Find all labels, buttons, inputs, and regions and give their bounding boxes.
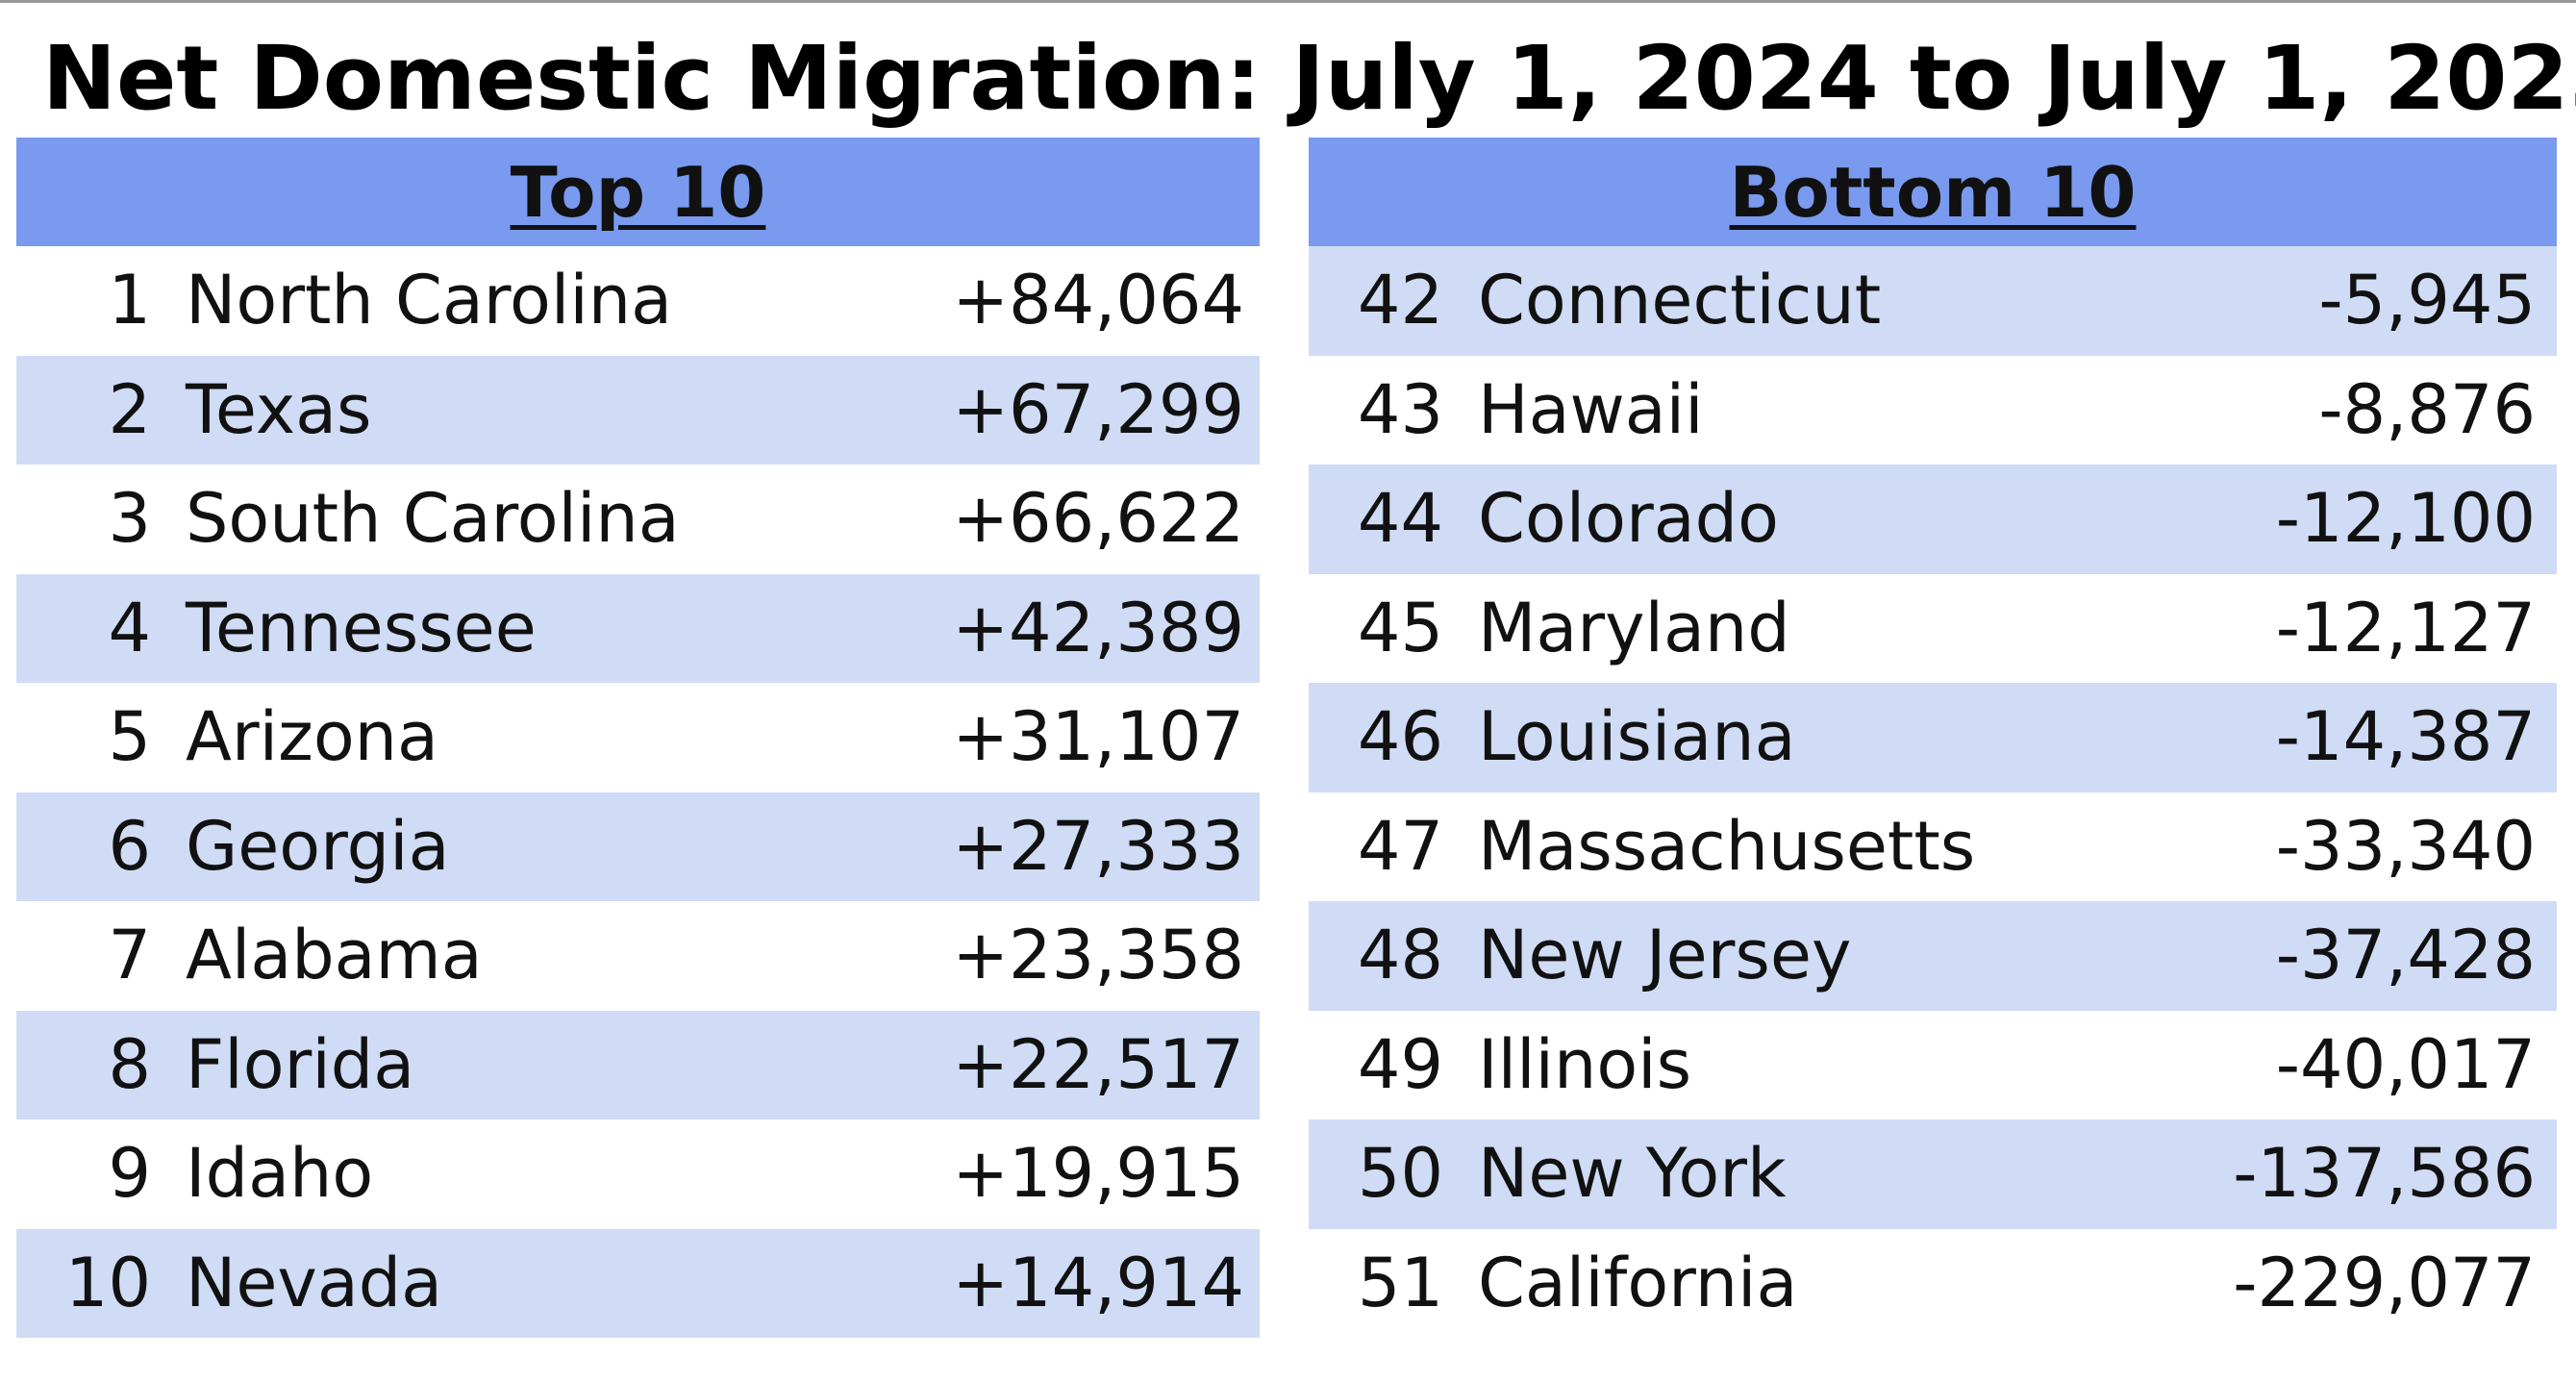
state-cell: New York — [1478, 1134, 1787, 1213]
value-cell: -33,340 — [2275, 806, 2536, 886]
state-cell: Texas — [186, 369, 372, 449]
bottom-10-rows: 42 Connecticut -5,945 43 Hawaii -8,876 44 Color… — [1309, 246, 2557, 1338]
table-row: 1 North Carolina +84,064 — [16, 246, 1260, 356]
rank-cell: 47 — [1357, 806, 1443, 886]
value-cell: -137,586 — [2233, 1134, 2536, 1213]
state-cell: New Jersey — [1478, 916, 1852, 994]
state-cell: North Carolina — [186, 261, 673, 339]
state-cell: Illinois — [1478, 1024, 1692, 1104]
value-cell: +27,333 — [952, 806, 1244, 886]
state-cell: Florida — [186, 1024, 415, 1104]
state-cell: Alabama — [186, 916, 483, 994]
table-row: 44 Colorado -12,100 — [1309, 465, 2557, 574]
state-cell: Colorado — [1478, 479, 1779, 558]
value-cell: -14,387 — [2275, 697, 2536, 776]
table-row: 49 Illinois -40,017 — [1309, 1010, 2557, 1119]
table-row: 46 Louisiana -14,387 — [1309, 683, 2557, 792]
rank-cell: 45 — [1357, 588, 1443, 667]
rank-cell: 6 — [108, 806, 151, 886]
top-10-header: Top 10 — [16, 138, 1260, 246]
state-cell: Connecticut — [1478, 261, 1882, 339]
page-title: Net Domestic Migration: July 1, 2024 to … — [42, 27, 2576, 130]
state-cell: Nevada — [186, 1243, 443, 1322]
rank-cell: 5 — [108, 697, 151, 776]
state-cell: Georgia — [186, 806, 450, 886]
value-cell: -40,017 — [2275, 1024, 2536, 1104]
top-border — [0, 0, 2576, 3]
table-row: 4 Tennessee +42,389 — [16, 573, 1260, 683]
rank-cell: 48 — [1357, 916, 1443, 994]
rank-cell: 7 — [108, 916, 151, 994]
value-cell: +42,389 — [952, 588, 1244, 667]
state-cell: Idaho — [186, 1134, 374, 1213]
bottom-10-header: Bottom 10 — [1309, 138, 2557, 246]
table-row: 47 Massachusetts -33,340 — [1309, 792, 2557, 901]
table-row: 8 Florida +22,517 — [16, 1010, 1260, 1119]
top-10-rows: 1 North Carolina +84,064 2 Texas +67,299 3 Sout… — [16, 246, 1260, 1338]
value-cell: -37,428 — [2275, 916, 2536, 994]
state-cell: Arizona — [186, 697, 438, 776]
state-cell: Tennessee — [186, 588, 537, 667]
value-cell: +31,107 — [952, 697, 1244, 776]
value-cell: -8,876 — [2318, 369, 2536, 449]
table-row: 42 Connecticut -5,945 — [1309, 246, 2557, 356]
rank-cell: 49 — [1357, 1024, 1443, 1104]
value-cell: +19,915 — [952, 1134, 1244, 1213]
value-cell: -5,945 — [2318, 261, 2536, 339]
value-cell: +14,914 — [952, 1243, 1244, 1322]
bottom-10-table: Bottom 10 42 Connecticut -5,945 43 Hawaii -8,… — [1309, 138, 2557, 1338]
rank-cell: 8 — [108, 1024, 151, 1104]
table-row: 50 New York -137,586 — [1309, 1119, 2557, 1229]
state-cell: California — [1478, 1243, 1798, 1322]
rank-cell: 1 — [108, 261, 151, 339]
value-cell: +84,064 — [952, 261, 1244, 339]
table-row: 45 Maryland -12,127 — [1309, 573, 2557, 683]
state-cell: Maryland — [1478, 588, 1790, 667]
state-cell: Louisiana — [1478, 697, 1796, 776]
rank-cell: 4 — [108, 588, 151, 667]
table-row: 51 California -229,077 — [1309, 1228, 2557, 1338]
value-cell: +22,517 — [952, 1024, 1244, 1104]
table-row: 48 New Jersey -37,428 — [1309, 901, 2557, 1011]
rank-cell: 3 — [108, 479, 151, 558]
value-cell: +23,358 — [952, 916, 1244, 994]
rank-cell: 50 — [1357, 1134, 1443, 1213]
table-row: 43 Hawaii -8,876 — [1309, 355, 2557, 465]
value-cell: +67,299 — [952, 369, 1244, 449]
rank-cell: 46 — [1357, 697, 1443, 776]
table-row: 5 Arizona +31,107 — [16, 683, 1260, 792]
table-row: 7 Alabama +23,358 — [16, 901, 1260, 1011]
top-10-table: Top 10 1 North Carolina +84,064 2 Texas +67,2… — [16, 138, 1260, 1338]
table-row: 6 Georgia +27,333 — [16, 792, 1260, 901]
value-cell: -12,127 — [2275, 588, 2536, 667]
rank-cell: 2 — [108, 369, 151, 449]
rank-cell: 44 — [1357, 479, 1443, 558]
rank-cell: 9 — [108, 1134, 151, 1213]
state-cell: South Carolina — [186, 479, 680, 558]
rank-cell: 10 — [64, 1243, 151, 1322]
table-row: 2 Texas +67,299 — [16, 355, 1260, 465]
rank-cell: 43 — [1357, 369, 1443, 449]
value-cell: -12,100 — [2275, 479, 2536, 558]
value-cell: -229,077 — [2233, 1243, 2536, 1322]
rank-cell: 51 — [1357, 1243, 1443, 1322]
rank-cell: 42 — [1357, 261, 1443, 339]
table-row: 9 Idaho +19,915 — [16, 1119, 1260, 1229]
table-row: 10 Nevada +14,914 — [16, 1228, 1260, 1338]
value-cell: +66,622 — [952, 479, 1244, 558]
state-cell: Hawaii — [1478, 369, 1704, 449]
state-cell: Massachusetts — [1478, 806, 1976, 886]
table-row: 3 South Carolina +66,622 — [16, 465, 1260, 574]
